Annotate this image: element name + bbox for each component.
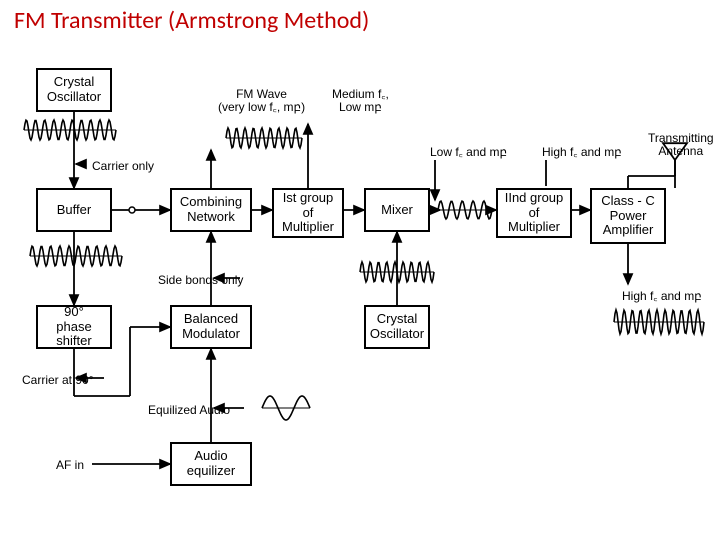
label-carrier-90: Carrier at 90° bbox=[22, 374, 94, 387]
box-crystal-osc-2: CrystalOscillator bbox=[364, 305, 430, 349]
box-mult-1: Ist groupofMultiplier bbox=[272, 188, 344, 238]
label-fm-wave: FM Wave(very low f꜀, mբ) bbox=[218, 88, 305, 114]
label-high-1: High f꜀ and mբ bbox=[542, 146, 622, 159]
box-buffer: Buffer bbox=[36, 188, 112, 232]
box-mult-2: IInd groupofMultiplier bbox=[496, 188, 572, 238]
label-low: Low f꜀ and mբ bbox=[430, 146, 507, 159]
label-medium: Medium f꜀,Low mբ bbox=[332, 88, 389, 114]
label-high-2: High f꜀ and mբ bbox=[622, 290, 702, 303]
box-audio-eq: Audioequilizer bbox=[170, 442, 252, 486]
label-equalized: Equilized Audio bbox=[148, 404, 230, 417]
box-phase-shifter: 90°phaseshifter bbox=[36, 305, 112, 349]
box-crystal-osc-1: CrystalOscillator bbox=[36, 68, 112, 112]
box-bal-mod: BalancedModulator bbox=[170, 305, 252, 349]
label-af-in: AF in bbox=[56, 459, 84, 472]
box-mixer: Mixer bbox=[364, 188, 430, 232]
label-side-bonds: Side bonds only bbox=[158, 274, 243, 287]
box-combining: CombiningNetwork bbox=[170, 188, 252, 232]
page-title: FM Transmitter (Armstrong Method) bbox=[14, 6, 369, 35]
box-power-amp: Class - CPowerAmplifier bbox=[590, 188, 666, 244]
label-tx-antenna: TransmittingAntenna bbox=[648, 132, 714, 158]
label-carrier-only: Carrier only bbox=[92, 160, 154, 173]
